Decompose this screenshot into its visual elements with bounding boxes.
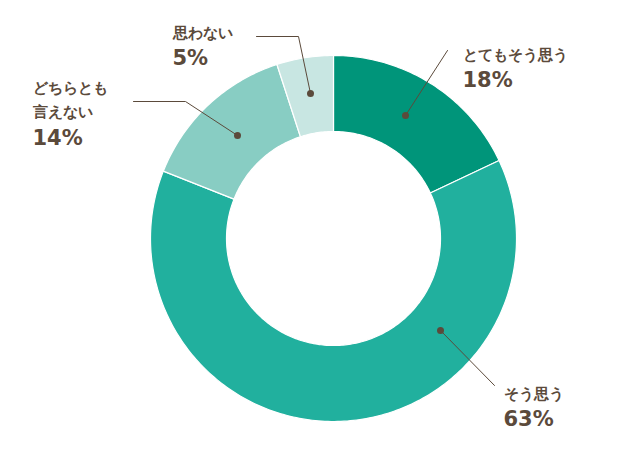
svg-text:そう思う: そう思う (504, 385, 564, 403)
svg-text:14%: 14% (33, 126, 83, 150)
svg-text:18%: 18% (463, 68, 513, 92)
svg-text:どちらとも言えない: どちらとも言えない (32, 79, 108, 121)
svg-text:63%: 63% (504, 407, 554, 431)
svg-text:思わない: 思わない (172, 24, 233, 42)
svg-text:5%: 5% (173, 46, 209, 70)
svg-text:とてもそう思う: とてもそう思う (463, 46, 568, 64)
